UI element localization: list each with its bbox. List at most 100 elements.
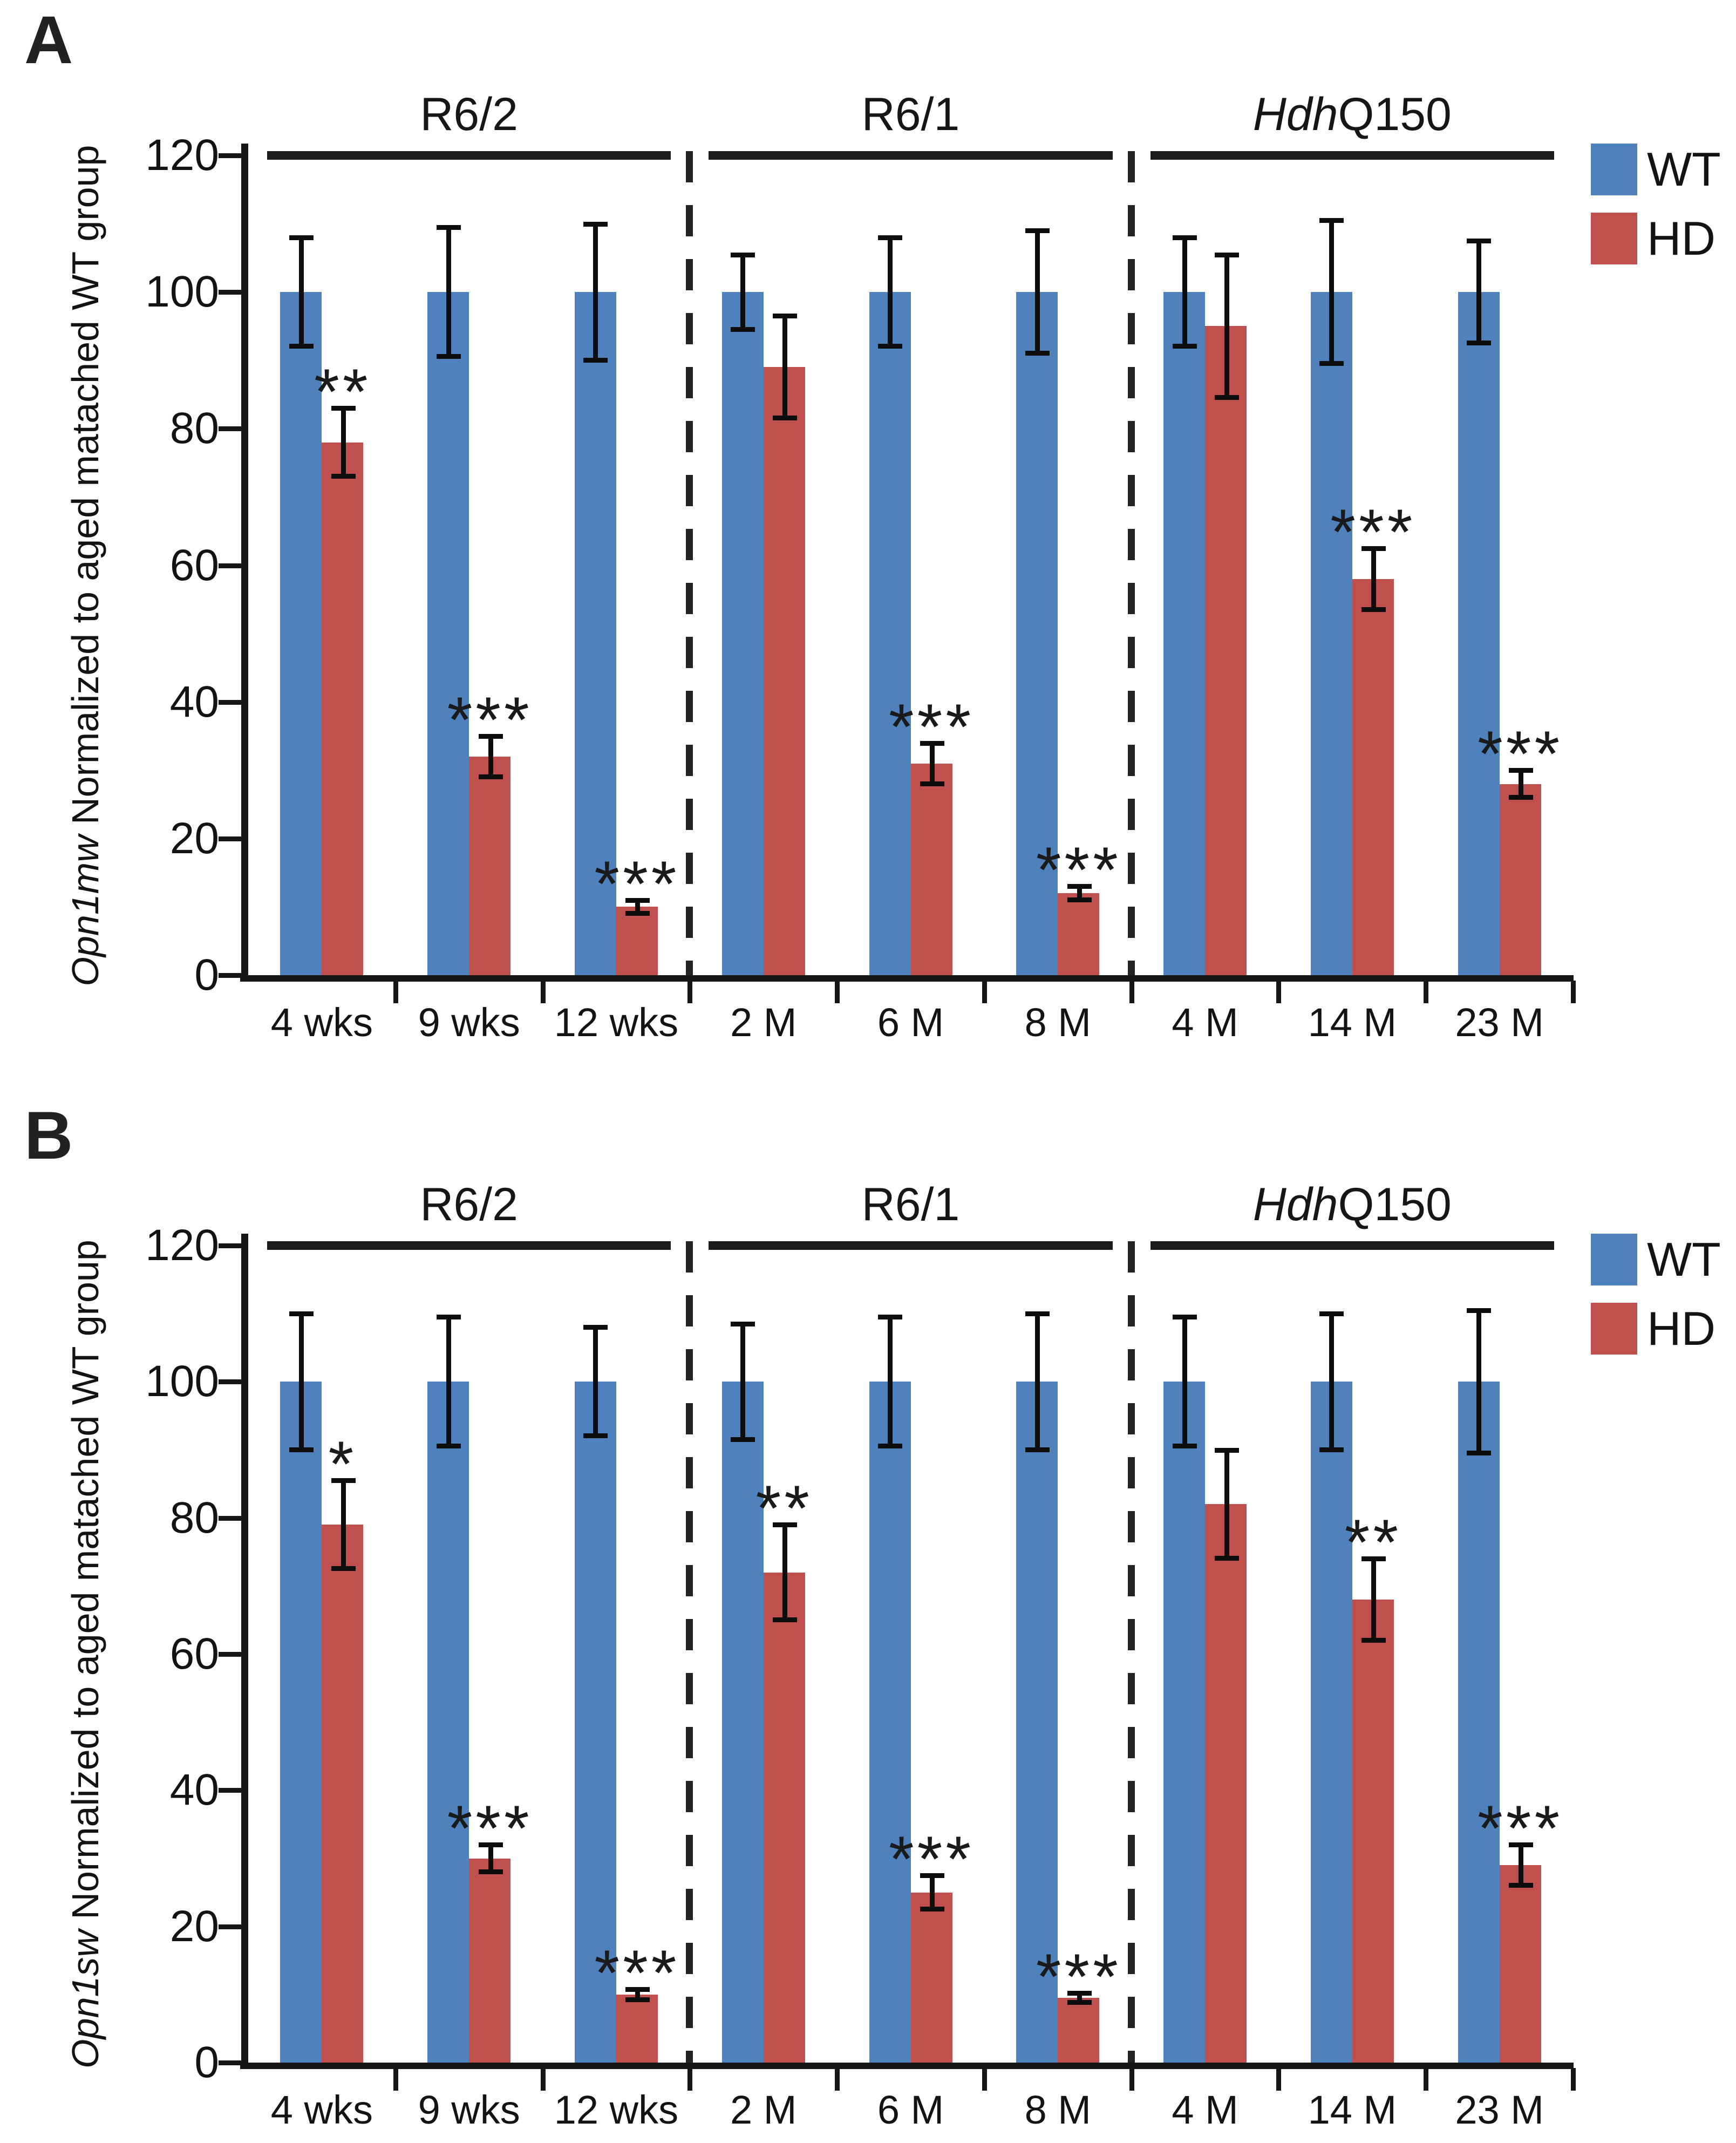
error-bar-cap-top (331, 406, 356, 411)
significance-marker: *** (1478, 1792, 1563, 1865)
group-label: R6/2 (420, 1179, 518, 1230)
error-bar-cap-top (878, 1315, 902, 1320)
error-bar-cap-bottom (731, 326, 755, 332)
significance-marker: *** (888, 690, 975, 763)
group-underline-bar (1150, 151, 1554, 160)
bar-wt (1458, 1382, 1500, 2063)
x-tick-label: 4 M (1172, 2087, 1238, 2132)
x-tick-label: 14 M (1308, 2087, 1397, 2132)
error-bar-line (341, 1480, 346, 1569)
error-bar-cap-bottom (1509, 1882, 1534, 1888)
y-axis-tick (219, 699, 241, 705)
y-axis-title: Opn1sw Normalized to aged matached WT gr… (64, 1240, 106, 2069)
y-axis-tick (219, 836, 241, 841)
significance-marker: * (328, 1428, 357, 1501)
error-bar-cap-top (289, 235, 314, 240)
error-bar-cap-top (1509, 768, 1534, 773)
error-bar-cap-bottom (1025, 351, 1050, 356)
bar-hd (1352, 579, 1394, 975)
error-bar-cap-top (436, 1315, 461, 1320)
error-bar-line (888, 1317, 893, 1447)
error-bar-cap-bottom (1067, 897, 1092, 902)
y-axis-tick (219, 426, 241, 432)
bar-wt (280, 292, 322, 975)
bar-hd (910, 763, 952, 975)
bar-wt (427, 1382, 469, 2063)
error-bar-cap-bottom (583, 357, 608, 363)
error-bar-line (1182, 1317, 1187, 1447)
y-tick-label: 120 (145, 131, 219, 180)
error-bar-cap-bottom (331, 1566, 356, 1571)
error-bar-line (593, 1327, 598, 1437)
bar-hd (616, 1994, 658, 2063)
x-axis-tick (1129, 981, 1134, 1003)
error-bar-line (1329, 1314, 1335, 1450)
x-axis-tick (1424, 2068, 1429, 2091)
error-bar-line (1371, 1559, 1377, 1641)
error-bar-cap-bottom (583, 1433, 608, 1439)
error-bar-cap-top (436, 224, 461, 230)
error-bar-line (1077, 1993, 1082, 2003)
group-separator-dashed-line (1127, 1241, 1135, 2063)
x-tick-label: 23 M (1455, 1000, 1544, 1045)
error-bar-line (1329, 220, 1335, 364)
group-label: HdhQ150 (1252, 1179, 1452, 1230)
bar-hd (469, 1858, 511, 2063)
group-separator-dashed-line (686, 1241, 693, 2063)
x-tick-label: 2 M (730, 1000, 797, 1045)
error-bar-cap-bottom (1467, 1450, 1492, 1455)
error-bar-line (488, 1845, 493, 1872)
error-bar-line (341, 408, 346, 477)
x-axis-tick (982, 981, 987, 1003)
error-bar-line (1519, 1845, 1524, 1886)
y-axis-tick (219, 2060, 241, 2065)
x-axis-line (240, 2063, 1574, 2069)
y-axis-tick (219, 973, 241, 978)
y-axis-tick (219, 1379, 241, 1385)
error-bar-line (298, 1314, 304, 1450)
error-bar-line (930, 743, 935, 784)
error-bar-line (740, 1324, 746, 1440)
error-bar-cap-bottom (1319, 361, 1344, 366)
error-bar-cap-bottom (773, 1617, 798, 1622)
error-bar-cap-bottom (289, 344, 314, 349)
error-bar-line (635, 900, 641, 914)
y-tick-label: 100 (145, 267, 219, 317)
significance-marker: *** (447, 1792, 533, 1865)
y-tick-label: 0 (194, 950, 219, 999)
x-tick-label: 8 M (1024, 1000, 1091, 1045)
x-axis-tick (1571, 2068, 1576, 2091)
error-bar-cap-top (583, 1325, 608, 1330)
error-bar-line (1034, 230, 1040, 354)
error-bar-cap-bottom (1214, 1556, 1239, 1561)
legend-label-wt: WT (1647, 142, 1721, 196)
significance-marker: *** (594, 1936, 680, 2009)
x-axis-tick (1571, 981, 1576, 1003)
x-tick-label: 6 M (877, 1000, 944, 1045)
bar-wt (869, 1382, 911, 2063)
x-tick-label: 9 wks (418, 1000, 520, 1045)
y-axis-tick (219, 290, 241, 295)
y-tick-label: 80 (169, 404, 219, 453)
error-bar-cap-top (878, 235, 902, 240)
legend-swatch-wt (1591, 144, 1637, 195)
y-tick-label: 20 (169, 1901, 219, 1951)
error-bar-cap-top (1467, 1308, 1492, 1313)
significance-marker: ** (755, 1472, 813, 1545)
x-tick-label: 2 M (730, 2087, 797, 2132)
group-underline-bar (709, 1241, 1113, 1250)
bar-hd (1499, 1865, 1541, 2063)
x-axis-tick (1276, 981, 1282, 1003)
bar-wt (427, 292, 469, 975)
x-tick-label: 14 M (1308, 1000, 1397, 1045)
y-tick-label: 20 (169, 813, 219, 863)
error-bar-cap-bottom (1172, 344, 1197, 349)
error-bar-cap-top (289, 1311, 314, 1317)
bar-wt (574, 1382, 616, 2063)
error-bar-cap-bottom (773, 416, 798, 421)
error-bar-line (1034, 1314, 1040, 1450)
error-bar-line (782, 1525, 788, 1620)
error-bar-line (782, 316, 788, 419)
x-axis-tick (393, 2068, 398, 2091)
y-axis-tick (219, 1515, 241, 1521)
